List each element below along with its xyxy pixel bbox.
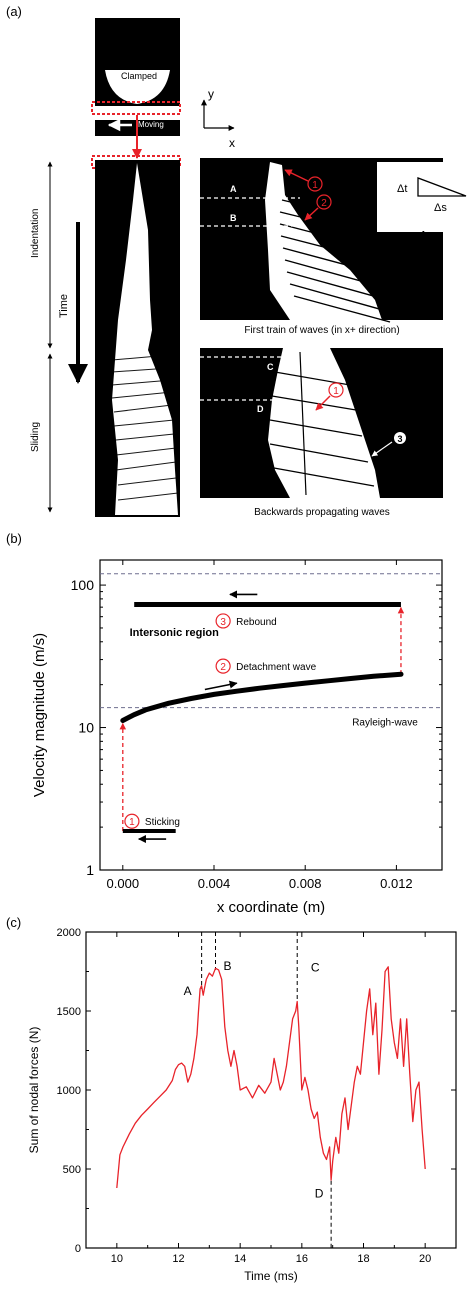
backwards-caption: Backwards propagating waves: [254, 507, 390, 518]
velocity-formula-den: Δt: [417, 246, 432, 261]
plot-frame: [99, 559, 443, 871]
force-series-line: [116, 966, 426, 1189]
number-circle-detachment: [215, 658, 231, 674]
phase-indentation-label: Indentation: [30, 209, 41, 259]
y-tick-label: 500: [63, 1164, 81, 1176]
marker-label-c: C: [311, 961, 320, 975]
x-tick-label: 18: [357, 1253, 369, 1265]
y-tick-label: 1000: [57, 1085, 81, 1097]
y-tick-label: 1500: [57, 1006, 81, 1018]
y-tick-label: 100: [71, 577, 95, 593]
x-tick-label: 0.000: [107, 876, 140, 891]
moving-label: Moving: [138, 120, 164, 129]
phase-timeline: [47, 161, 88, 513]
backwards-guides: [200, 356, 406, 457]
rayleigh-label: Rayleigh-wave: [352, 718, 418, 729]
marker-label-d: D: [315, 1186, 324, 1200]
panel-c-label: (c): [6, 915, 21, 930]
velocity-chart: 0.000 0.004 0.008 0.012 1 10 100 x coordinate (…: [31, 559, 443, 916]
axis-y-label: y: [208, 87, 214, 101]
marker-label-b: B: [223, 959, 231, 973]
phase-sliding-label: Sliding: [30, 422, 41, 452]
coordinate-axes: [201, 99, 235, 131]
velocity-formula-eq: =: [401, 234, 409, 250]
marker-a: A: [230, 184, 237, 194]
delta-t-label: Δt: [397, 183, 407, 195]
series-label-rebound: Rebound: [236, 617, 277, 628]
number-sticking: 1: [129, 817, 135, 828]
wave-1-number-top: 1: [312, 180, 318, 191]
number-circle-sticking: [124, 813, 140, 829]
wave-1-number-bottom: 1: [333, 386, 339, 397]
wave-2-number-top: 2: [321, 198, 327, 209]
y-axis-label: Velocity magnitude (m/s): [31, 633, 48, 797]
marker-d: D: [257, 404, 264, 414]
x-tick-label: 14: [234, 1253, 246, 1265]
x-axis-label: x coordinate (m): [217, 899, 325, 916]
x-tick-label: 0.004: [198, 876, 231, 891]
axis-x-label: x: [229, 136, 235, 150]
panel-a-label: (a): [6, 4, 22, 19]
marker-b: B: [230, 213, 237, 223]
wave-3-number-bottom: 3: [397, 434, 402, 444]
x-tick-label: 0.008: [289, 876, 322, 891]
intersonic-label: Intersonic region: [130, 627, 220, 639]
series-label-detachment: Detachment wave: [236, 662, 316, 673]
x-tick-label: 12: [172, 1253, 184, 1265]
y-axis-label: Sum of nodal forces (N): [27, 1027, 41, 1154]
delta-s-label: Δs: [434, 202, 447, 214]
first-train-guides: [200, 169, 467, 227]
velocity-formula-lhs: v±: [374, 234, 389, 250]
y-tick-label: 10: [78, 720, 94, 736]
force-chart: 10 12 14 16 18 20 0 500 1000 1500 2000 Time (ms) Sum…: [27, 927, 457, 1283]
number-circle-rebound: [215, 613, 231, 629]
x-axis-label: Time (ms): [244, 1269, 298, 1283]
number-rebound: 3: [220, 617, 226, 628]
backwards-image: [200, 348, 443, 498]
x-tick-label: 16: [296, 1253, 308, 1265]
x-tick-label: 0.012: [380, 876, 413, 891]
marker-c: C: [267, 362, 274, 372]
detachment-direction-arrow: [204, 680, 238, 691]
x-tick-label: 20: [419, 1253, 431, 1265]
x-tick-label: 10: [111, 1253, 123, 1265]
y-tick-label: 1: [86, 862, 94, 878]
panel-b-label: (b): [6, 531, 22, 546]
series-label-sticking: Sticking: [145, 817, 180, 828]
sliding-image: [95, 160, 180, 517]
time-label: Time: [58, 294, 70, 318]
y-tick-label: 0: [75, 1243, 81, 1255]
marker-label-a: A: [184, 984, 192, 998]
y-tick-label: 2000: [57, 927, 81, 939]
first-train-caption: First train of waves (in x+ direction): [244, 325, 399, 336]
series-detachment-wave: [120, 671, 404, 723]
clamped-label: Clamped: [121, 71, 157, 81]
velocity-formula-num: Δs: [417, 228, 434, 243]
plot-frame: [85, 931, 457, 1249]
number-detachment: 2: [220, 662, 226, 673]
